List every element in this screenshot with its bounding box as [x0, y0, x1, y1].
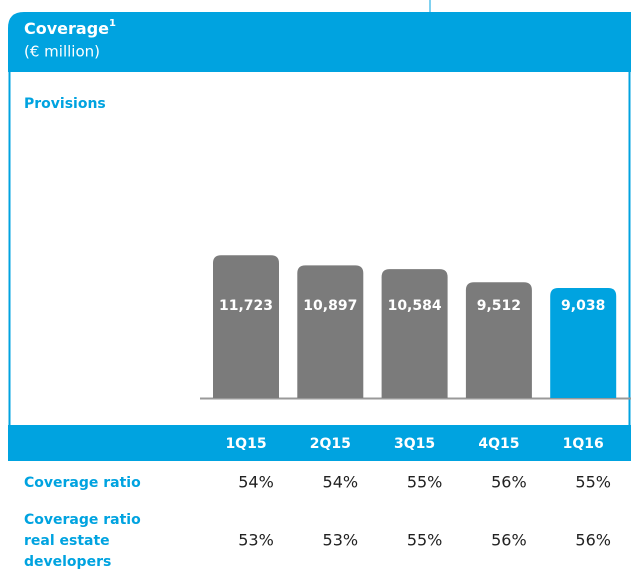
table-cell: 53% — [238, 531, 274, 550]
table-cell: 55% — [407, 531, 443, 550]
x-tick-label: 1Q15 — [225, 436, 266, 452]
header-band — [8, 12, 631, 72]
bar — [550, 287, 617, 398]
table-cell: 56% — [491, 473, 527, 492]
chart-subtitle: (€ million) — [24, 43, 100, 61]
chart-title: Coverage1 — [24, 18, 116, 38]
bar — [381, 269, 448, 398]
table-cell: 53% — [323, 531, 359, 550]
row-label: Coverage ratio — [24, 475, 141, 491]
title-superscript: 1 — [109, 18, 116, 29]
table-cell: 56% — [491, 531, 527, 550]
bar-value-label: 10,897 — [303, 298, 357, 314]
row-label: real estate — [24, 533, 110, 549]
row-label: developers — [24, 554, 111, 569]
table-cell: 55% — [407, 473, 443, 492]
table-cell: 55% — [575, 473, 611, 492]
row-label: Coverage ratio — [24, 512, 141, 528]
x-tick-label: 1Q16 — [563, 436, 604, 452]
x-tick-label: 4Q15 — [478, 436, 519, 452]
x-tick-label: 3Q15 — [394, 436, 435, 452]
table-cell: 54% — [238, 473, 274, 492]
x-tick-label: 2Q15 — [310, 436, 351, 452]
bar — [465, 282, 532, 398]
bar — [213, 255, 279, 398]
title-text: Coverage — [24, 19, 109, 38]
table-cell: 54% — [323, 473, 359, 492]
table-cell: 56% — [575, 531, 611, 550]
series-label: Provisions — [24, 96, 106, 112]
category-band — [8, 425, 631, 461]
bar-value-label: 10,584 — [388, 298, 442, 314]
bar — [297, 265, 364, 398]
bar-value-label: 9,038 — [561, 298, 605, 314]
bar-value-label: 9,512 — [477, 298, 521, 314]
bar-value-label: 11,723 — [219, 298, 273, 314]
